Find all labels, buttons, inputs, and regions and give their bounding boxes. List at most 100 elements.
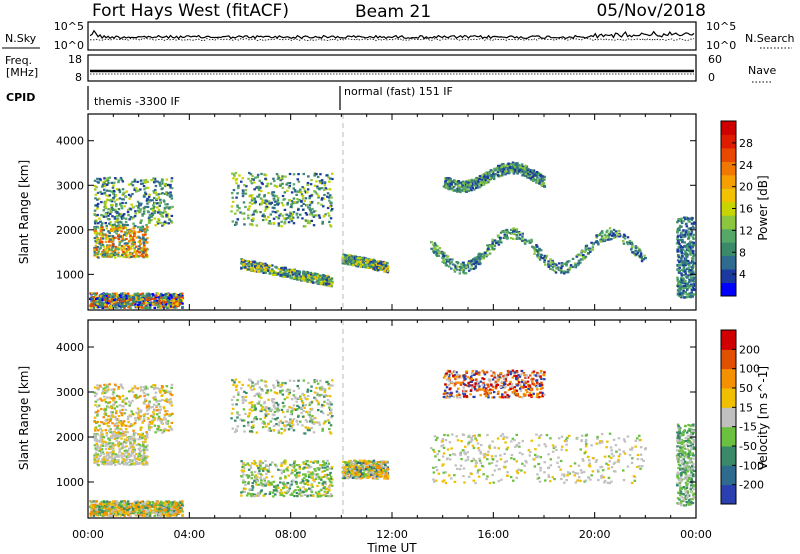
echo-pixel bbox=[165, 504, 168, 507]
echo-pixel bbox=[257, 187, 260, 190]
echo-pixel bbox=[98, 300, 101, 303]
echo-pixel bbox=[480, 253, 483, 256]
echo-pixel bbox=[173, 306, 176, 309]
echo-pixel bbox=[432, 243, 435, 246]
echo-pixel bbox=[539, 256, 542, 259]
echo-pixel bbox=[250, 269, 253, 272]
echo-pixel bbox=[476, 262, 479, 265]
echo-pixel bbox=[104, 303, 107, 306]
echo-pixel bbox=[271, 264, 274, 267]
echo-pixel bbox=[257, 267, 260, 271]
echo-pixel bbox=[174, 512, 178, 515]
echo-pixel bbox=[692, 277, 696, 280]
echo-pixel bbox=[253, 197, 256, 200]
echo-pixel bbox=[141, 225, 145, 228]
echo-pixel bbox=[474, 266, 477, 269]
echo-pixel bbox=[142, 302, 145, 305]
echo-pixel bbox=[312, 277, 315, 280]
echo-pixel bbox=[105, 227, 108, 230]
echo-pixel bbox=[107, 248, 111, 251]
echo-pixel bbox=[686, 284, 689, 287]
echo-pixel bbox=[308, 204, 312, 207]
echo-pixel bbox=[309, 273, 313, 276]
echo-pixel bbox=[133, 294, 136, 297]
echo-pixel bbox=[133, 500, 137, 503]
echo-pixel bbox=[464, 267, 468, 270]
echo-pixel bbox=[130, 502, 133, 505]
echo-pixel bbox=[447, 183, 450, 186]
echo-pixel bbox=[686, 295, 689, 298]
echo-pixel bbox=[126, 224, 129, 227]
echo-pixel bbox=[270, 270, 274, 273]
echo-pixel bbox=[480, 178, 483, 181]
echo-pixel bbox=[573, 262, 577, 265]
echo-pixel bbox=[151, 208, 155, 211]
echo-pixel bbox=[259, 266, 262, 269]
echo-pixel bbox=[167, 305, 170, 308]
echo-pixel bbox=[110, 234, 113, 237]
echo-pixel bbox=[154, 294, 158, 297]
echo-pixel bbox=[472, 258, 475, 261]
echo-pixel bbox=[123, 191, 126, 194]
echo-pixel bbox=[94, 188, 97, 191]
echo-pixel bbox=[168, 294, 172, 297]
echo-pixel bbox=[328, 283, 331, 286]
echo-pixel bbox=[144, 180, 147, 183]
echo-pixel bbox=[321, 276, 324, 279]
echo-pixel bbox=[327, 196, 331, 199]
echo-pixel bbox=[96, 252, 100, 255]
freq-frame bbox=[87, 54, 697, 82]
echo-pixel bbox=[689, 233, 693, 236]
echo-pixel bbox=[689, 253, 692, 256]
echo-pixel bbox=[244, 189, 248, 192]
echo-pixel bbox=[96, 207, 99, 210]
echo-pixel bbox=[687, 264, 691, 267]
echo-pixel bbox=[242, 263, 245, 266]
echo-pixel bbox=[95, 186, 98, 189]
echo-pixel bbox=[154, 184, 158, 188]
echo-pixel bbox=[177, 303, 181, 307]
echo-pixel bbox=[134, 306, 138, 309]
echo-pixel bbox=[682, 267, 685, 270]
echo-pixel bbox=[631, 243, 634, 246]
echo-pixel bbox=[312, 224, 316, 227]
echo-pixel bbox=[266, 182, 269, 185]
echo-pixel bbox=[485, 255, 488, 258]
echo-pixel bbox=[174, 294, 178, 297]
echo-pixel bbox=[102, 298, 105, 301]
echo-pixel bbox=[120, 507, 123, 510]
echo-pixel bbox=[472, 183, 475, 187]
echo-pixel bbox=[284, 175, 287, 178]
echo-pixel bbox=[141, 227, 145, 230]
echo-pixel bbox=[122, 227, 125, 230]
echo-pixel bbox=[555, 267, 558, 270]
echo-pixel bbox=[243, 184, 246, 187]
echo-pixel bbox=[676, 276, 679, 279]
echo-pixel bbox=[146, 197, 149, 200]
echo-pixel bbox=[516, 167, 519, 170]
echo-pixel bbox=[262, 213, 265, 216]
echo-pixel bbox=[281, 186, 285, 189]
echo-pixel bbox=[680, 257, 683, 260]
echo-pixel bbox=[303, 189, 307, 192]
echo-pixel bbox=[158, 202, 162, 205]
echo-pixel bbox=[535, 172, 539, 175]
echo-pixel bbox=[460, 268, 463, 272]
echo-pixel bbox=[145, 292, 149, 295]
echo-pixel bbox=[111, 506, 114, 509]
colorbar-swatch bbox=[721, 174, 736, 189]
echo-pixel bbox=[286, 216, 290, 219]
echo-pixel bbox=[156, 221, 159, 224]
echo-pixel bbox=[473, 256, 476, 260]
echo-pixel bbox=[692, 254, 696, 257]
echo-pixel bbox=[573, 265, 576, 268]
echo-pixel bbox=[135, 255, 138, 258]
echo-pixel bbox=[534, 246, 537, 249]
echo-pixel bbox=[94, 204, 97, 207]
echo-pixel bbox=[460, 189, 463, 192]
echo-pixel bbox=[263, 215, 266, 218]
echo-pixel bbox=[515, 164, 518, 167]
echo-pixel bbox=[361, 263, 364, 266]
echo-pixel bbox=[137, 206, 140, 209]
echo-pixel bbox=[639, 252, 643, 255]
